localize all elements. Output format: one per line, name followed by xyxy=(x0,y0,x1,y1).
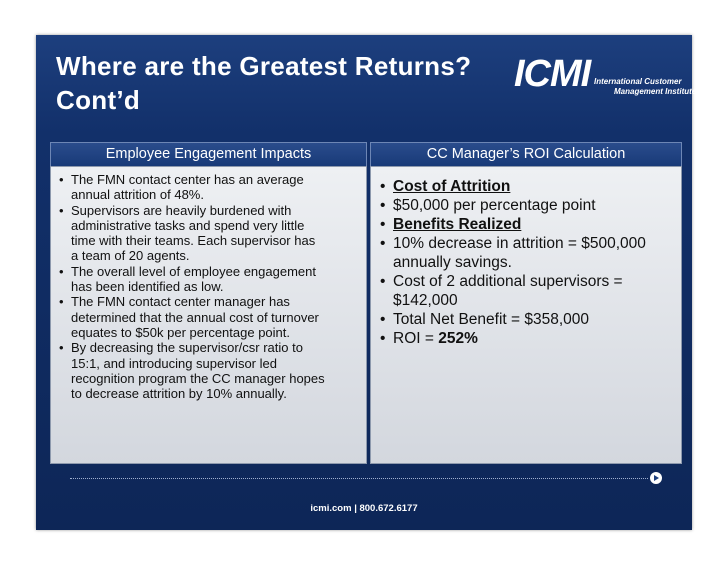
bullet: The FMN contact center manager has deter… xyxy=(59,294,326,340)
panel: The FMN contact center has an average an… xyxy=(50,166,367,464)
bullet: $50,000 per percentage point xyxy=(380,196,661,215)
bullet: Benefits Realized xyxy=(380,215,661,234)
title-line: Cont’d xyxy=(56,85,141,115)
divider xyxy=(70,478,648,479)
panel-heading: Employee Engagement Impacts xyxy=(50,142,367,167)
bullet-text: Cost of Attrition xyxy=(393,178,511,195)
bullet: Total Net Benefit = $358,000 xyxy=(380,310,661,329)
panel-heading: CC Manager’s ROI Calculation xyxy=(370,142,682,167)
bullet: Cost of 2 additional supervisors = $142,… xyxy=(380,272,661,310)
bullet: The overall level of employee engagement… xyxy=(59,264,326,295)
title: Where are the Greatest Returns? Cont’d xyxy=(56,49,471,117)
bullet-text: 252% xyxy=(438,330,478,347)
bullet: Supervisors are heavily burdened with ad… xyxy=(59,203,326,264)
panel: Cost of Attrition $50,000 per percentage … xyxy=(370,166,682,464)
logo: ICMI International Customer Management I… xyxy=(514,53,696,107)
bullet-text: 10% decrease in attrition = $500,000 ann… xyxy=(393,235,651,271)
bullet: Cost of Attrition xyxy=(380,177,661,196)
slide: Where are the Greatest Returns? Cont’d IC… xyxy=(36,35,696,530)
footer: icmi.com | 800.672.6177 xyxy=(310,503,418,514)
bullet-text: Benefits Realized xyxy=(393,216,522,233)
bullet-list: Cost of Attrition $50,000 per percentage … xyxy=(371,167,681,348)
logo-mark: ICMI xyxy=(514,53,591,95)
bullet-text: $50,000 per percentage point xyxy=(393,197,596,214)
bullet-text: ROI = xyxy=(393,330,439,347)
title-line: Where are the Greatest Returns? xyxy=(56,51,472,81)
bullet-text: Total Net Benefit = $358,000 xyxy=(393,311,590,328)
logo-line: Management Institute xyxy=(614,87,697,96)
bullet: ROI = 252% xyxy=(380,329,661,348)
next-button[interactable] xyxy=(650,472,662,484)
bullet-list: The FMN contact center has an average an… xyxy=(51,167,366,401)
logo-line: International Customer xyxy=(594,77,682,86)
bullet-text: Cost of 2 additional supervisors = $142,… xyxy=(393,273,627,309)
bullet: 10% decrease in attrition = $500,000 ann… xyxy=(380,234,661,272)
bullet: The FMN contact center has an average an… xyxy=(59,172,326,203)
bullet: By decreasing the supervisor/csr ratio t… xyxy=(59,340,326,401)
